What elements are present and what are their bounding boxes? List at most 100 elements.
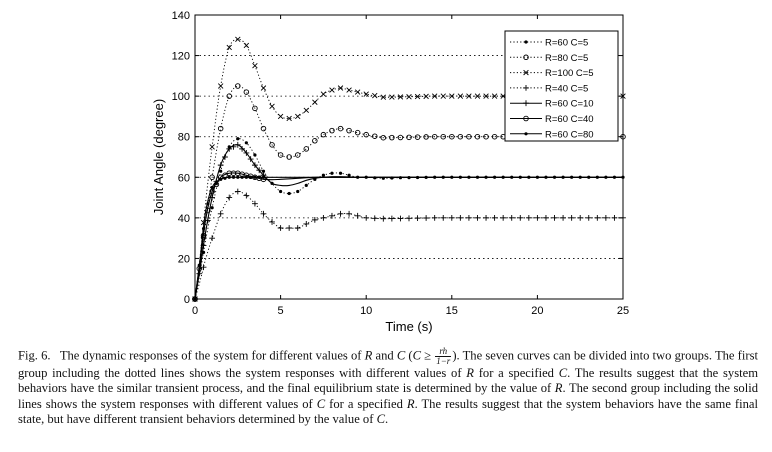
caption-frac-den: 1−r [436, 356, 451, 366]
x-tick-label-25: 25 [617, 305, 629, 317]
caption-fraction: rh 1−r [435, 347, 452, 366]
legend-item-r-40-c-5: R=40 C=5 [510, 83, 588, 94]
series-point-r-100-c-5-26 [414, 93, 421, 100]
series-point-r-40-c-5-48 [602, 214, 609, 221]
series-point-r-60-c-80-1 [197, 263, 201, 267]
caption-cond-ge: ≥ [424, 348, 432, 363]
series-point-r-80-c-5-16 [329, 127, 335, 134]
series-point-r-80-c-5-2 [209, 174, 215, 181]
series-point-r-100-c-5-5 [235, 36, 241, 43]
series-point-r-100-c-5-21 [372, 92, 378, 99]
series-point-r-80-c-5-12 [294, 152, 301, 158]
series-point-r-100-c-5-29 [440, 93, 446, 99]
series-point-r-40-c-5-11 [286, 225, 293, 231]
legend-item-r-100-c-5: R=100 C=5 [510, 68, 594, 79]
series-point-r-60-c-5-5 [236, 137, 240, 141]
caption-var-c-4: C [376, 412, 385, 427]
series-point-r-80-c-5-3 [217, 125, 224, 132]
legend-label-r-100-c-5: R=100 C=5 [545, 68, 594, 79]
series-point-r-40-c-5-45 [577, 214, 584, 221]
caption-part2: The seven curves can be divided into two… [18, 348, 758, 380]
series-point-r-100-c-5-11 [286, 115, 292, 122]
series-point-r-40-c-5-29 [440, 214, 447, 221]
series-r-60-c-10 [192, 141, 623, 302]
x-tick-label-5: 5 [278, 305, 284, 317]
series-point-r-40-c-5-8 [260, 210, 267, 217]
legend-item-r-60-c-80: R=60 C=80 [510, 129, 594, 140]
series-point-r-60-c-5-13 [304, 183, 308, 187]
series-point-r-80-c-5-22 [380, 134, 387, 141]
series-point-r-40-c-5-28 [431, 214, 438, 221]
series-point-r-80-c-5-9 [269, 142, 275, 148]
series-point-r-60-c-10-7 [222, 154, 228, 160]
series-point-r-40-c-5-13 [303, 221, 310, 227]
series-point-r-60-c-10-10 [234, 141, 241, 148]
caption-var-r: R [364, 348, 373, 363]
series-point-r-40-c-5-27 [423, 215, 430, 221]
series-point-r-80-c-5-6 [243, 89, 250, 95]
legend-item-r-60-c-10: R=60 C=10 [510, 99, 594, 110]
series-point-r-40-c-5-23 [388, 215, 395, 222]
series-point-r-100-c-5-7 [252, 62, 258, 69]
series-point-r-100-c-5-27 [423, 93, 429, 100]
y-tick-label-120: 120 [172, 51, 190, 63]
series-point-r-100-c-5-32 [466, 93, 472, 99]
x-tick-label-0: 0 [192, 305, 198, 317]
series-point-r-80-c-5-15 [320, 131, 327, 138]
series-point-r-60-c-10-6 [217, 162, 224, 169]
series-point-r-60-c-80-2 [201, 227, 206, 231]
series-point-r-40-c-5-31 [457, 214, 464, 221]
series-point-r-80-c-5-5 [235, 83, 241, 89]
series-point-r-40-c-5-39 [525, 214, 532, 221]
series-point-r-80-c-5-19 [354, 129, 361, 136]
series-point-r-40-c-5-30 [448, 214, 455, 221]
legend-marker-r-60-c-80 [524, 132, 528, 136]
series-point-r-80-c-5-18 [346, 127, 352, 134]
series-r-60-c-80 [193, 175, 623, 301]
legend-item-r-80-c-5: R=80 C=5 [510, 53, 588, 64]
series-point-r-40-c-5-3 [217, 210, 224, 217]
legend-label-r-60-c-80: R=60 C=80 [545, 129, 594, 140]
series-point-r-40-c-5-32 [466, 214, 472, 221]
legend-label-r-40-c-5: R=40 C=5 [545, 83, 588, 94]
series-point-r-100-c-5-34 [483, 93, 489, 99]
caption-fig-label: Fig. 6. [18, 348, 51, 363]
series-point-r-80-c-5-20 [363, 131, 369, 138]
series-point-r-40-c-5-22 [380, 215, 387, 222]
series-line-r-60-c-80 [194, 176, 623, 300]
y-tick-label-40: 40 [178, 213, 190, 225]
series-point-r-80-c-5-11 [286, 154, 292, 160]
series-point-r-40-c-5-12 [294, 225, 301, 231]
series-point-r-80-c-5-31 [457, 133, 464, 140]
series-point-r-80-c-5-25 [406, 134, 412, 141]
x-tick-label-15: 15 [446, 305, 458, 317]
series-point-r-60-c-5-2 [210, 206, 214, 210]
y-tick-label-20: 20 [178, 253, 190, 265]
caption-part3: for a specified [478, 366, 554, 380]
series-point-r-80-c-5-13 [303, 146, 310, 152]
series-point-r-60-c-80-9 [231, 175, 236, 179]
legend-label-r-80-c-5: R=80 C=5 [545, 53, 588, 64]
series-point-r-80-c-5-23 [389, 134, 395, 141]
series-point-r-80-c-5-32 [466, 133, 472, 140]
legend-item-r-60-c-40: R=60 C=40 [510, 114, 594, 125]
caption-var-c-2: C [558, 366, 568, 380]
series-point-r-40-c-5-41 [543, 214, 549, 221]
caption-part4: . The results suggest that the system be… [18, 366, 758, 396]
series-point-r-60-c-5-6 [244, 141, 248, 145]
series-point-r-100-c-5-9 [269, 103, 275, 110]
series-point-r-40-c-5-5 [234, 188, 241, 195]
legend-marker-r-100-c-5 [523, 69, 529, 76]
series-point-r-80-c-5-21 [372, 133, 378, 139]
series-point-r-100-c-5-10 [277, 113, 284, 120]
series-point-r-100-c-5-16 [329, 87, 335, 93]
axis-ticks: 0 20 40 60 80 100 120 140 0 5 10 15 20 25 [172, 10, 629, 317]
series-point-r-80-c-5-27 [423, 134, 429, 140]
series-point-r-60-c-80-3 [206, 202, 210, 206]
series-point-r-60-c-40-2 [200, 232, 207, 239]
series-point-r-60-c-10-12 [243, 150, 250, 156]
series-point-r-40-c-5-25 [406, 215, 412, 222]
series-point-r-60-c-80-10 [236, 175, 240, 179]
series-point-r-40-c-5-21 [371, 215, 378, 222]
